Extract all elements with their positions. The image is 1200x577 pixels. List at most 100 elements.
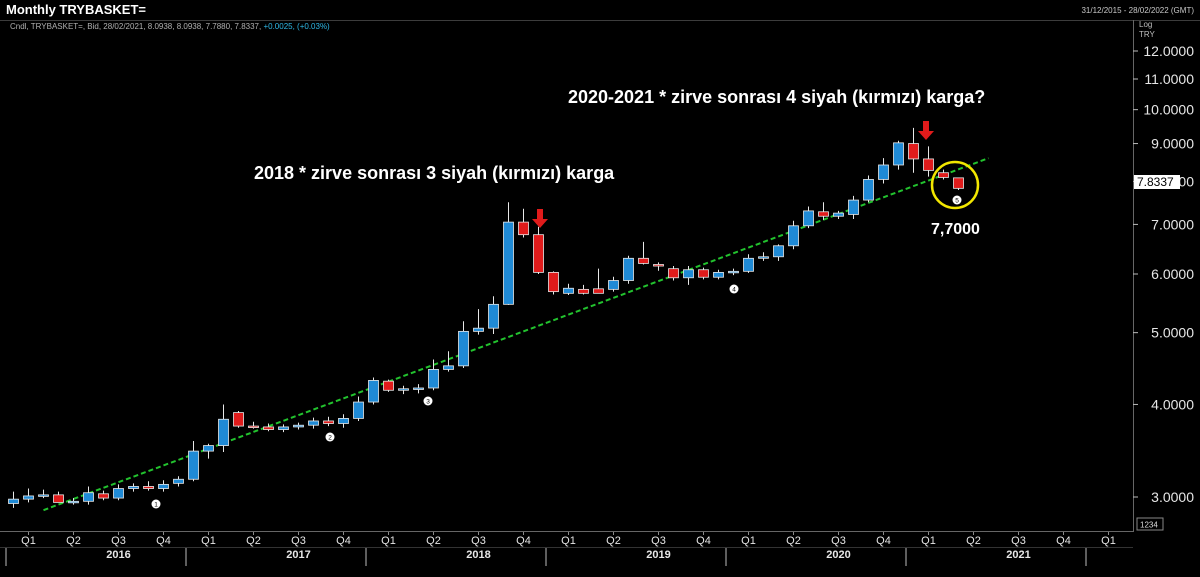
candle xyxy=(638,241,649,265)
candle-body xyxy=(323,420,334,424)
candle-body xyxy=(833,212,844,217)
candle-body xyxy=(863,179,874,201)
x-quarter-label: Q2 xyxy=(606,535,621,547)
y-tick-label: 4.0000 xyxy=(1151,396,1194,412)
x-quarter-label: Q1 xyxy=(741,535,756,547)
candle xyxy=(83,486,94,505)
candle xyxy=(533,226,544,274)
candle xyxy=(338,414,349,428)
x-quarter-label: Q4 xyxy=(516,535,531,547)
candle-body xyxy=(98,493,109,499)
date-range: 31/12/2015 - 28/02/2022 (GMT) xyxy=(1081,6,1194,15)
x-year-label: 2018 xyxy=(466,549,490,561)
candle-body xyxy=(128,486,139,489)
candle-body xyxy=(443,365,454,370)
candle-body xyxy=(608,280,619,290)
marker-4: 4 xyxy=(729,284,739,294)
x-quarter-label: Q1 xyxy=(381,535,396,547)
corner-box[interactable]: 1234 xyxy=(1136,517,1164,531)
x-year-label: 2019 xyxy=(646,549,670,561)
candle-body xyxy=(593,288,604,294)
candle xyxy=(203,443,214,459)
candle-body xyxy=(533,234,544,273)
candle xyxy=(323,416,334,427)
candle-body xyxy=(428,369,439,389)
candle xyxy=(548,271,559,295)
candle-body xyxy=(233,412,244,427)
candle-body xyxy=(113,488,124,499)
candle xyxy=(143,481,154,491)
candle xyxy=(428,359,439,391)
candle-body xyxy=(578,288,589,294)
candle xyxy=(278,424,289,433)
candle-body xyxy=(668,268,679,279)
chart-title: Monthly TRYBASKET= xyxy=(6,2,146,17)
candle xyxy=(953,177,964,191)
candle xyxy=(668,266,679,281)
x-quarter-label: Q2 xyxy=(66,535,81,547)
candle xyxy=(623,255,634,284)
candle-body xyxy=(938,172,949,178)
last-price-value: 7.8337 xyxy=(1137,175,1174,189)
x-quarter-label: Q1 xyxy=(1101,535,1116,547)
candle xyxy=(398,385,409,395)
candle xyxy=(8,491,19,508)
candle xyxy=(563,283,574,296)
candle-body xyxy=(143,486,154,489)
x-quarter-label: Q4 xyxy=(156,535,171,547)
candle-body xyxy=(638,257,649,264)
candle-body xyxy=(908,143,919,160)
candle-body xyxy=(353,401,364,419)
scale-type-label: Log xyxy=(1139,20,1152,29)
candle xyxy=(878,158,889,184)
candle xyxy=(848,195,859,219)
x-quarter-label: Q1 xyxy=(921,535,936,547)
y-axis: 3.00004.00005.00006.00007.00008.00009.00… xyxy=(1133,43,1194,505)
candle-body xyxy=(518,221,529,236)
candle xyxy=(68,498,79,505)
candle-body xyxy=(83,492,94,502)
x-quarter-label: Q2 xyxy=(786,535,801,547)
svg-text:2: 2 xyxy=(328,435,332,442)
candle xyxy=(473,309,484,335)
candle-body xyxy=(383,380,394,391)
candle xyxy=(593,268,604,294)
y-tick-label: 7.0000 xyxy=(1151,216,1194,232)
candle-body xyxy=(653,264,664,267)
candle-body xyxy=(188,450,199,480)
y-tick-label: 6.0000 xyxy=(1151,266,1194,282)
candle-body xyxy=(713,271,724,278)
candle-body xyxy=(248,425,259,428)
candle-body xyxy=(458,330,469,367)
candle-body xyxy=(683,269,694,279)
trendline-layer xyxy=(43,157,989,512)
candle-body xyxy=(758,256,769,259)
candle-body xyxy=(773,245,784,258)
x-quarter-label: Q3 xyxy=(831,535,846,547)
candle-body xyxy=(503,221,514,305)
highlight-circle xyxy=(930,160,980,210)
candle xyxy=(173,476,184,487)
info-change: +0.0025, (+0.03%) xyxy=(263,22,330,31)
annotation-2018: 2018 * zirve sonrası 3 siyah (kırmızı) k… xyxy=(254,163,615,183)
candle xyxy=(683,266,694,285)
x-axis: Q1 Q2 Q3 Q4 Q1 Q2 Q3 Q4 Q1 Q2 Q3 Q4 Q1 Q2 Q3 Q4 Q1 Q2 Q3 Q4… xyxy=(5,532,1116,566)
candle-body xyxy=(368,380,379,403)
x-quarter-label: Q1 xyxy=(201,535,216,547)
candle xyxy=(188,441,199,482)
candle xyxy=(788,220,799,250)
candle-body xyxy=(308,420,319,426)
candle xyxy=(488,296,499,334)
candle-body xyxy=(623,257,634,281)
candle-body xyxy=(68,500,79,504)
candle-body xyxy=(218,418,229,446)
candle xyxy=(308,417,319,429)
candle-body xyxy=(173,478,184,484)
x-quarter-label: Q4 xyxy=(696,535,711,547)
candle-body xyxy=(338,418,349,424)
candle xyxy=(383,379,394,392)
marker-3: 3 xyxy=(423,396,433,406)
candle-body xyxy=(893,142,904,166)
candle-body xyxy=(788,225,799,247)
